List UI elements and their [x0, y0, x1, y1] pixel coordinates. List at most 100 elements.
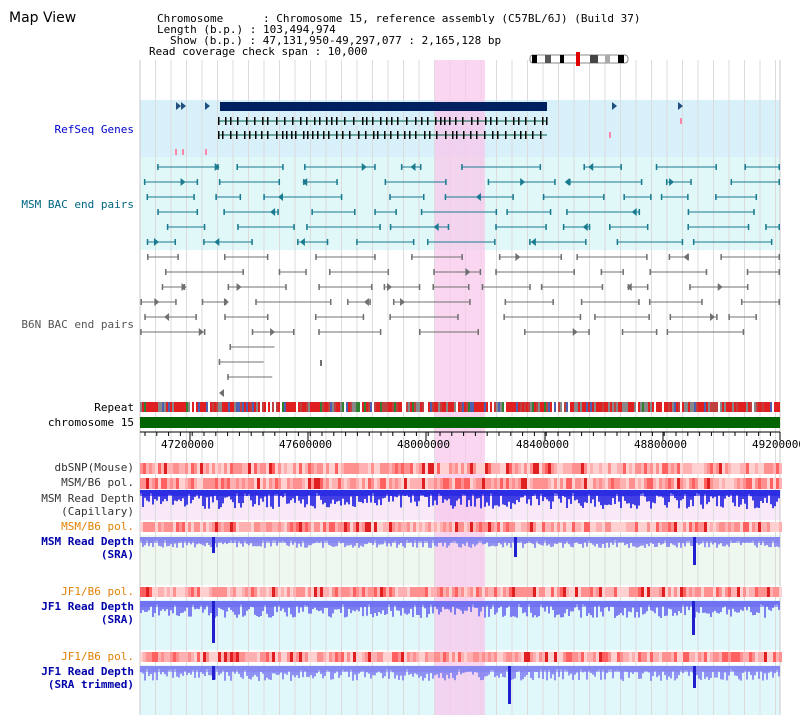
polymorphism-cell: [707, 463, 710, 474]
read-depth-bar: [592, 490, 594, 500]
polymorphism-cell: [575, 522, 578, 532]
polymorphism-cell: [362, 463, 365, 474]
polymorphism-cell: [629, 522, 632, 532]
read-depth-bar: [652, 537, 654, 545]
read-depth-bar: [678, 666, 680, 676]
polymorphism-cell: [482, 652, 485, 662]
read-depth-bar: [184, 666, 186, 671]
chromosome-ideogram[interactable]: [529, 52, 629, 66]
read-depth-bar: [454, 490, 456, 507]
read-depth-bar: [304, 537, 306, 548]
polymorphism-cell: [437, 522, 440, 532]
read-depth-bar: [202, 490, 204, 506]
msm-bac-pair-end: [554, 179, 556, 185]
read-depth-bar: [262, 601, 264, 612]
polymorphism-cell: [281, 587, 284, 597]
msm-bac-pair-end: [157, 209, 159, 215]
read-depth-bar: [658, 490, 660, 497]
polymorphism-cell: [527, 463, 530, 474]
repeat-segment: [658, 402, 660, 412]
read-depth-bar: [486, 666, 488, 676]
read-depth-bar: [158, 490, 160, 497]
read-depth-bar: [418, 490, 420, 502]
read-depth-bar: [168, 490, 170, 495]
polymorphism-cell: [587, 652, 590, 662]
label-msm-bac[interactable]: MSM BAC end pairs: [21, 198, 134, 211]
msm-bac-pair-end: [770, 239, 773, 245]
refseq-track[interactable]: [175, 102, 683, 155]
read-depth-bar: [340, 601, 342, 613]
polymorphism-cell: [212, 522, 215, 532]
read-depth-bar: [432, 666, 434, 679]
polymorphism-cell: [764, 463, 767, 474]
polymorphism-cell: [161, 478, 164, 489]
read-depth-bar: [470, 601, 472, 613]
label-jf1-b6-pol-2: JF1/B6 pol.: [61, 650, 134, 663]
polymorphism-cell: [293, 463, 296, 474]
read-depth-bar: [634, 666, 636, 672]
repeat-track[interactable]: [140, 402, 780, 412]
read-depth-bar: [494, 537, 496, 547]
repeat-segment: [508, 402, 510, 412]
repeat-segment: [760, 402, 762, 412]
polymorphism-cell: [629, 478, 632, 489]
msm-bac-pair-end: [753, 209, 755, 215]
read-depth-bar: [286, 601, 288, 617]
read-depth-bar: [664, 666, 666, 676]
polymorphism-cell: [173, 522, 176, 532]
polymorphism-cell: [566, 463, 569, 474]
polymorphism-cell: [389, 463, 392, 474]
polymorphism-cell: [359, 478, 362, 489]
polymorphism-cell: [446, 463, 449, 474]
chromosome-bar[interactable]: [140, 417, 781, 440]
label-b6n-bac[interactable]: B6N BAC end pairs: [21, 318, 134, 331]
polymorphism-cell: [404, 652, 407, 662]
gene-exon: [319, 117, 321, 125]
read-depth-bar: [558, 490, 560, 499]
polymorphism-cell: [443, 478, 446, 489]
msm-bac-track[interactable]: [143, 163, 780, 246]
polymorphism-cell: [398, 587, 401, 597]
polymorphism-cell: [644, 522, 647, 532]
repeat-segment: [676, 402, 678, 412]
read-depth-bar: [384, 490, 386, 498]
polymorphism-cell: [485, 587, 488, 597]
repeat-segment: [754, 402, 756, 412]
polymorphism-cell: [185, 463, 188, 474]
polymorphism-tracks[interactable]: [140, 463, 782, 662]
label-refseq[interactable]: RefSeq Genes: [54, 123, 134, 136]
repeat-segment: [528, 402, 530, 412]
read-depth-tracks[interactable]: [140, 490, 780, 704]
read-depth-bar: [278, 490, 280, 507]
read-depth-bar: [186, 601, 188, 608]
feature-arrow: [154, 298, 160, 306]
repeat-segment: [700, 402, 702, 412]
feature-arrow: [214, 163, 220, 171]
repeat-segment: [288, 402, 290, 412]
polymorphism-cell: [452, 478, 455, 489]
read-depth-bar: [364, 490, 366, 499]
b6n-bac-track[interactable]: [140, 253, 780, 397]
feature-arrow: [520, 178, 526, 186]
read-depth-bar: [538, 601, 540, 617]
read-depth-bar: [524, 666, 526, 677]
polymorphism-cell: [716, 522, 719, 532]
read-depth-bar: [602, 601, 604, 617]
polymorphism-cell: [767, 522, 770, 532]
msm-bac-pair-end: [422, 194, 425, 200]
read-depth-bar: [738, 666, 740, 680]
repeat-segment: [234, 402, 236, 412]
repeat-segment: [478, 402, 480, 412]
polymorphism-cell: [497, 463, 500, 474]
read-depth-bar: [600, 537, 602, 548]
read-depth-bar: [258, 601, 260, 618]
read-depth-bar: [340, 537, 342, 544]
polymorphism-cell: [290, 463, 293, 474]
read-depth-bar: [446, 601, 448, 609]
read-depth-bar: [448, 490, 450, 499]
polymorphism-cell: [299, 522, 302, 532]
polymorphism-cell: [602, 463, 605, 474]
read-depth-bar: [616, 537, 618, 548]
polymorphism-cell: [500, 587, 503, 597]
read-depth-bar: [468, 666, 470, 672]
